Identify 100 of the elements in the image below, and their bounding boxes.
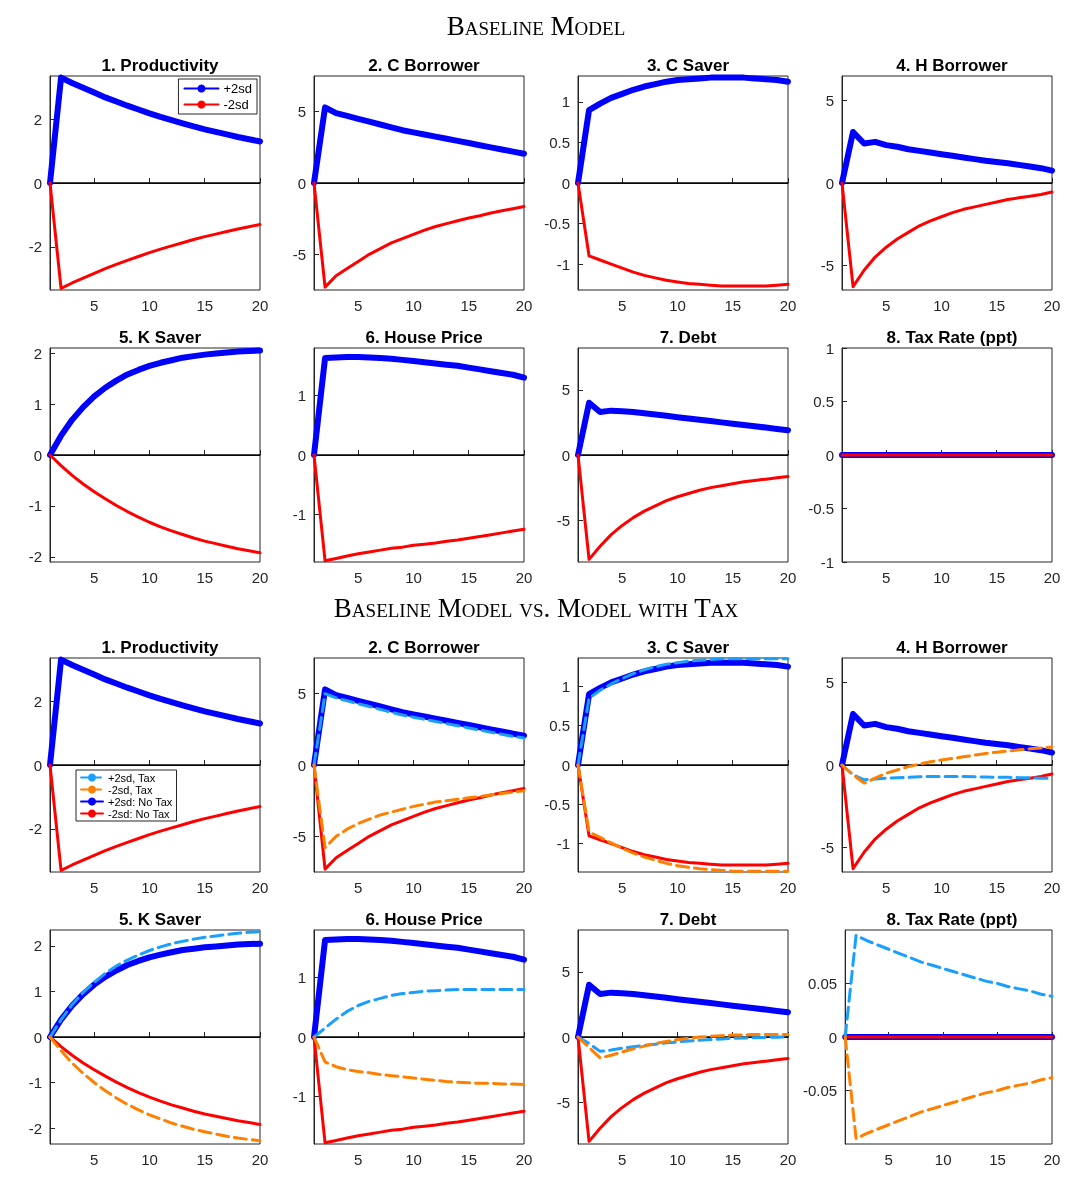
x-tick-label: 5 bbox=[90, 569, 99, 586]
line-series bbox=[576, 1032, 790, 1060]
x-tick-label: 15 bbox=[989, 1151, 1006, 1168]
chart-title: 5. K Saver bbox=[118, 328, 202, 347]
line-series bbox=[843, 933, 1054, 1039]
y-tick-label: 0.5 bbox=[549, 717, 570, 735]
y-tick-label: 0 bbox=[825, 756, 834, 774]
x-tick-label: 15 bbox=[196, 297, 214, 314]
x-tick-label: 20 bbox=[515, 569, 533, 586]
y-tick-label: 0 bbox=[561, 756, 570, 774]
x-tick-label: 15 bbox=[988, 569, 1006, 586]
y-tick-label: 0 bbox=[33, 756, 42, 774]
x-tick-label: 20 bbox=[1043, 1151, 1061, 1168]
x-tick-label: 10 bbox=[141, 1151, 158, 1168]
y-tick-label: 5 bbox=[561, 381, 570, 399]
y-tick-label: -5 bbox=[820, 838, 834, 856]
chart-title: 1. Productivity bbox=[101, 638, 220, 657]
x-tick-label: 10 bbox=[933, 297, 950, 314]
x-tick-label: 10 bbox=[141, 297, 158, 314]
y-tick-label: -1 bbox=[556, 255, 570, 273]
y-tick-label: 1 bbox=[297, 387, 306, 405]
y-tick-label: 1 bbox=[561, 93, 570, 111]
x-tick-label: 20 bbox=[251, 1151, 269, 1168]
line-series bbox=[840, 181, 1054, 289]
line-series bbox=[48, 453, 262, 555]
y-tick-label: 0 bbox=[297, 174, 306, 192]
y-tick-label: 0 bbox=[33, 174, 42, 192]
x-tick-label: 5 bbox=[618, 879, 627, 896]
x-tick-label: 20 bbox=[779, 297, 797, 314]
x-tick-label: 5 bbox=[354, 569, 363, 586]
x-tick-label: 5 bbox=[90, 297, 99, 314]
x-tick-label: 15 bbox=[460, 1151, 478, 1168]
y-tick-label: 1 bbox=[561, 677, 570, 695]
chart-title: 6. House Price bbox=[365, 910, 483, 929]
legend-label: -2sd: No Tax bbox=[108, 807, 171, 820]
y-tick-label: 0 bbox=[33, 1028, 42, 1046]
y-tick-label: 1 bbox=[33, 982, 42, 1000]
x-tick-label: 5 bbox=[618, 1151, 627, 1168]
x-tick-label: 5 bbox=[618, 569, 627, 586]
y-tick-label: 0.5 bbox=[813, 393, 834, 410]
y-tick-label: -5 bbox=[556, 1093, 570, 1111]
x-tick-label: 20 bbox=[779, 1151, 797, 1168]
chart-title: 1. Productivity bbox=[101, 56, 220, 75]
x-tick-label: 5 bbox=[354, 879, 363, 896]
chart-title: 3. C Saver bbox=[646, 56, 730, 75]
x-tick-label: 10 bbox=[934, 1151, 952, 1168]
x-tick-label: 10 bbox=[933, 569, 950, 586]
x-tick-label: 15 bbox=[196, 879, 214, 896]
y-tick-label: -2 bbox=[28, 238, 42, 256]
y-tick-label: 0.5 bbox=[549, 133, 570, 151]
y-tick-label: 0.05 bbox=[807, 975, 838, 992]
y-tick-label: 0 bbox=[825, 446, 834, 464]
y-tick-label: 0 bbox=[561, 446, 570, 464]
chart-title: 5. K Saver bbox=[118, 910, 202, 929]
chart-title: 8. Tax Rate (ppt) bbox=[886, 328, 1018, 347]
line-series bbox=[312, 987, 526, 1039]
line-series bbox=[48, 1035, 262, 1143]
x-tick-label: 5 bbox=[90, 1151, 99, 1168]
y-tick-label: -1 bbox=[820, 553, 834, 571]
y-tick-label: 1 bbox=[297, 969, 306, 987]
x-tick-label: 15 bbox=[460, 879, 478, 896]
text: Baseline Model vs. Model with Tax bbox=[332, 592, 740, 625]
legend-label: -2sd, Tax bbox=[108, 783, 153, 796]
x-tick-label: 20 bbox=[779, 879, 797, 896]
y-tick-label: -1 bbox=[292, 505, 306, 523]
chart-title: 7. Debt bbox=[659, 910, 717, 929]
x-tick-label: 10 bbox=[141, 879, 158, 896]
x-tick-label: 5 bbox=[882, 879, 891, 896]
chart-title: 4. H Borrower bbox=[896, 56, 1009, 75]
chart-title: 2. C Borrower bbox=[368, 56, 481, 75]
y-tick-label: 5 bbox=[561, 963, 570, 981]
x-tick-label: 15 bbox=[724, 569, 742, 586]
x-tick-label: 20 bbox=[1043, 297, 1061, 314]
y-tick-label: 2 bbox=[33, 110, 42, 128]
y-tick-label: -0.5 bbox=[808, 500, 834, 517]
y-tick-label: 0 bbox=[825, 174, 834, 192]
y-tick-label: 0 bbox=[561, 1028, 570, 1046]
x-tick-label: 15 bbox=[460, 569, 478, 586]
y-tick-label: -1 bbox=[556, 835, 570, 853]
text: Baseline Model bbox=[445, 10, 627, 43]
y-tick-label: -1 bbox=[28, 497, 42, 515]
x-tick-label: 10 bbox=[405, 297, 422, 314]
x-tick-label: 20 bbox=[251, 879, 269, 896]
x-tick-label: 10 bbox=[405, 569, 422, 586]
line-series bbox=[576, 181, 790, 288]
y-tick-label: -1 bbox=[28, 1074, 42, 1092]
y-tick-label: 0 bbox=[297, 446, 306, 464]
x-tick-label: 15 bbox=[196, 569, 214, 586]
y-tick-label: -1 bbox=[292, 1087, 306, 1105]
y-tick-label: 0 bbox=[33, 446, 42, 464]
y-tick-label: -2 bbox=[28, 548, 42, 566]
chart-title: 4. H Borrower bbox=[896, 638, 1009, 657]
line-series bbox=[312, 181, 526, 289]
x-tick-label: 20 bbox=[251, 569, 269, 586]
y-tick-label: 1 bbox=[825, 339, 834, 357]
x-tick-label: 20 bbox=[251, 297, 269, 314]
chart-title: 8. Tax Rate (ppt) bbox=[886, 910, 1018, 929]
x-tick-label: 20 bbox=[1043, 569, 1061, 586]
x-tick-label: 10 bbox=[669, 569, 686, 586]
x-tick-label: 5 bbox=[354, 297, 363, 314]
